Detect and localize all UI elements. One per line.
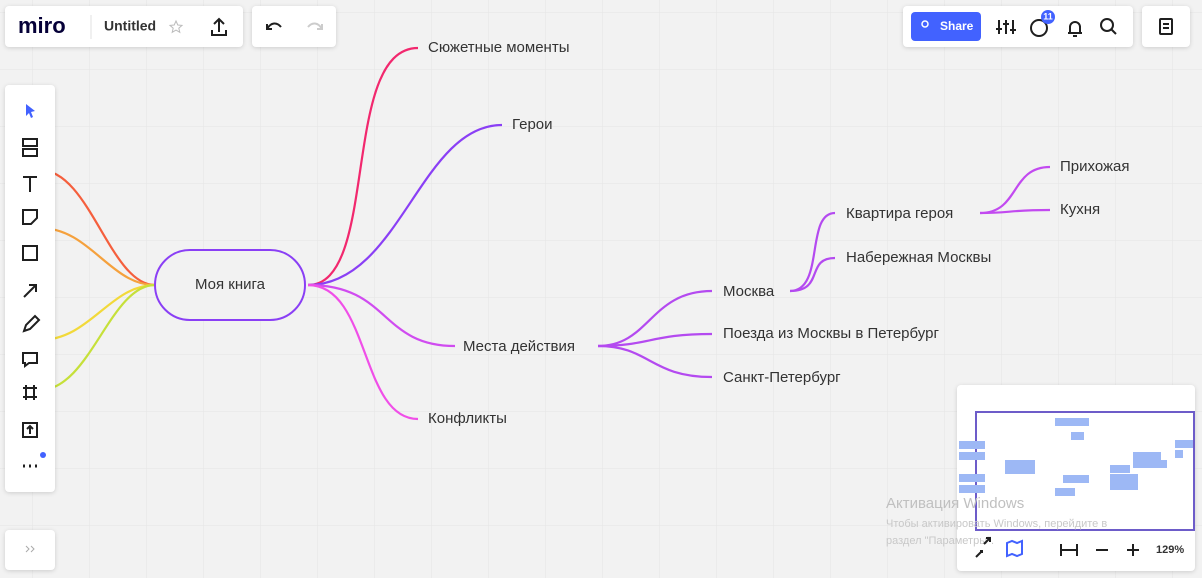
share-button[interactable] <box>911 12 981 41</box>
root-label[interactable]: Моя книга <box>195 276 266 293</box>
node-label[interactable]: Квартира героя <box>846 205 953 222</box>
fit-width-button[interactable] <box>1060 544 1078 556</box>
watermark-line: Чтобы активировать Windows, перейдите в <box>886 518 1107 530</box>
connector-tool[interactable] <box>23 284 37 298</box>
node-label[interactable]: Санкт-Петербург <box>723 369 841 386</box>
templates-tool[interactable] <box>22 138 38 157</box>
edges <box>39 46 1051 421</box>
node-label[interactable]: Конфликты <box>428 410 507 427</box>
shape-tool[interactable] <box>22 245 38 261</box>
select-tool[interactable] <box>26 104 35 118</box>
node-label[interactable]: Места действия <box>463 338 575 355</box>
node-label[interactable]: Набережная Москвы <box>846 249 991 266</box>
root-node[interactable] <box>154 249 306 321</box>
share-icon <box>921 20 929 28</box>
left-toolbar <box>5 85 55 492</box>
node-label[interactable]: Герои <box>512 116 553 133</box>
fit-button[interactable] <box>975 537 991 558</box>
board-title[interactable]: Untitled <box>104 18 156 34</box>
comment-tool[interactable] <box>22 352 38 368</box>
notification-count: 11 <box>1043 11 1053 21</box>
sticky-tool[interactable] <box>22 209 38 225</box>
expand-button[interactable] <box>25 545 35 553</box>
zoom-level[interactable]: 129% <box>1156 544 1184 556</box>
node-label[interactable]: Кухня <box>1060 201 1100 218</box>
minimap-content <box>959 418 1193 496</box>
undo-panel <box>252 6 336 47</box>
node-label[interactable]: Прихожая <box>1060 158 1130 175</box>
minimap-viewport <box>975 411 1195 531</box>
bell-button[interactable] <box>1068 21 1082 37</box>
redo-button[interactable] <box>307 22 323 30</box>
text-tool[interactable] <box>23 176 37 192</box>
undo-button[interactable] <box>266 22 282 30</box>
expand-panel <box>5 530 55 570</box>
watermark-line: раздел "Параметры". <box>886 535 994 547</box>
notes-lines <box>1163 23 1169 29</box>
notes-panel <box>1142 6 1190 47</box>
help-button[interactable] <box>1030 19 1048 37</box>
search-button[interactable] <box>1100 18 1114 32</box>
share-label[interactable]: Share <box>940 19 974 33</box>
zoom-in-button[interactable] <box>1127 544 1139 556</box>
more-indicator <box>40 452 46 458</box>
search-handle <box>1110 28 1117 35</box>
map-toggle[interactable] <box>1006 539 1023 558</box>
node-label[interactable]: Москва <box>723 283 775 300</box>
settings-button[interactable] <box>996 20 1016 34</box>
notification-badge <box>1041 10 1055 24</box>
upload-tool[interactable] <box>22 422 38 438</box>
star-button[interactable] <box>168 19 184 34</box>
frame-tool[interactable] <box>23 385 37 400</box>
node-label[interactable]: Сюжетные моменты <box>428 39 569 56</box>
logo[interactable]: miro <box>18 13 66 38</box>
notes-button[interactable] <box>1159 18 1173 35</box>
watermark-title: Активация Windows <box>886 495 1024 512</box>
node-label[interactable]: Поезда из Москвы в Петербург <box>723 325 939 342</box>
export-button[interactable] <box>211 17 227 36</box>
pen-tool[interactable] <box>22 314 41 333</box>
top-left-panel <box>5 6 243 47</box>
